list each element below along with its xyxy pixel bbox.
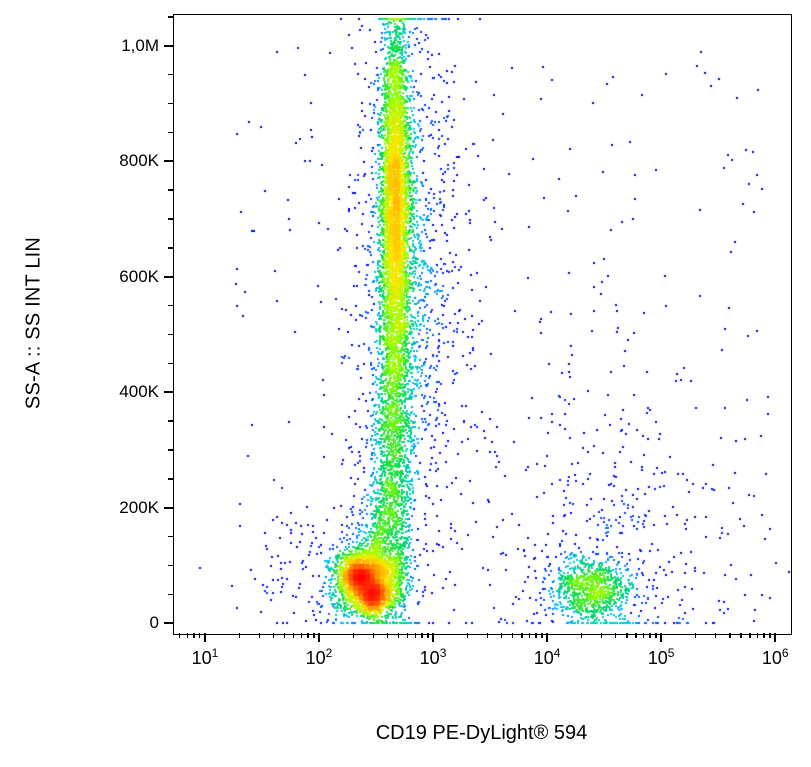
x-tick-label: 103: [419, 646, 447, 668]
y-major-tick: [164, 391, 173, 394]
x-tick-label: 104: [533, 646, 561, 668]
scatter-density-canvas: [174, 15, 791, 634]
y-tick-label: 0: [149, 613, 159, 633]
y-major-tick: [164, 44, 173, 47]
y-axis-title: SS-A :: SS INT LIN: [22, 236, 45, 410]
y-major-tick: [164, 275, 173, 278]
plot-frame: [173, 14, 792, 635]
x-axis-title: CD19 PE-DyLight® 594: [375, 722, 588, 744]
x-tick-label: 101: [191, 646, 219, 668]
y-major-tick: [164, 506, 173, 509]
y-major-tick: [164, 160, 173, 163]
y-major-tick: [164, 622, 173, 625]
y-tick-label: 200K: [119, 497, 159, 517]
x-tick-label: 105: [647, 646, 675, 668]
x-tick-label: 102: [305, 646, 333, 668]
y-tick-label: 800K: [119, 151, 159, 171]
y-tick-label: 1,0M: [121, 35, 159, 55]
x-tick-label: 106: [761, 646, 789, 668]
